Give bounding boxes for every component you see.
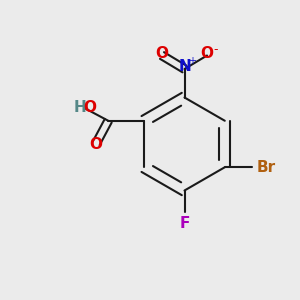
Text: -: -	[213, 43, 218, 56]
Text: F: F	[179, 216, 190, 231]
Text: O: O	[90, 137, 103, 152]
Text: O: O	[200, 46, 214, 62]
Text: Br: Br	[256, 160, 275, 175]
Text: H: H	[74, 100, 87, 115]
Text: N: N	[178, 59, 191, 74]
Text: O: O	[83, 100, 96, 115]
Text: +: +	[188, 56, 196, 67]
Text: O: O	[155, 46, 169, 62]
